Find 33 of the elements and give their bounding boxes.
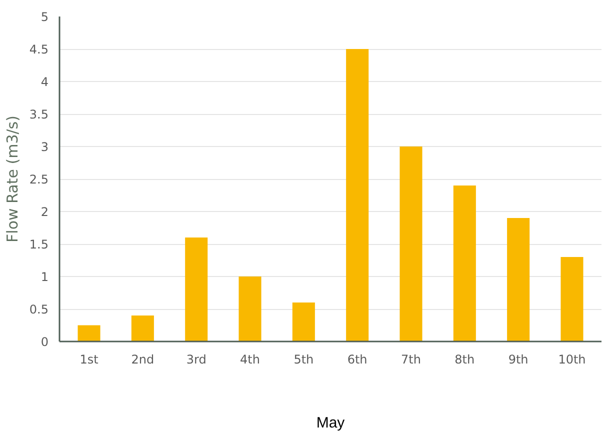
- bar: [453, 186, 476, 342]
- y-tick-label: 2.5: [29, 172, 49, 186]
- x-tick-label: 3rd: [186, 352, 206, 366]
- y-tick-label: 0: [40, 335, 49, 349]
- y-tick-label: 5: [40, 10, 49, 24]
- y-tick-label: 3.5: [29, 108, 49, 122]
- y-tick-label: 1: [40, 270, 49, 284]
- bar: [185, 238, 208, 342]
- y-tick-label: 3: [40, 140, 49, 154]
- x-tick-label: 5th: [294, 352, 314, 366]
- bar: [78, 325, 100, 342]
- y-tick-label: 0.5: [29, 302, 49, 316]
- y-tick-label: 1.5: [29, 238, 49, 252]
- bar: [292, 302, 315, 342]
- x-tick-label: 10th: [558, 352, 586, 366]
- x-tick-label: 8th: [454, 352, 475, 366]
- bar: [560, 257, 584, 342]
- x-tick-label: 6th: [347, 352, 368, 366]
- y-axis-title: Flow Rate (m3/s): [3, 116, 22, 242]
- x-tick-label: 2nd: [131, 352, 154, 366]
- y-tick-label: 2: [40, 205, 49, 219]
- x-tick-label: 1st: [80, 352, 99, 366]
- x-tick-label: 7th: [401, 352, 421, 366]
- x-tick-label: 9th: [508, 352, 528, 366]
- x-tick-label: 4th: [240, 352, 260, 366]
- bar: [507, 218, 530, 342]
- bar: [131, 316, 154, 342]
- bar: [400, 146, 422, 342]
- y-tick-label: 4: [40, 75, 49, 89]
- bar: [238, 276, 262, 342]
- x-axis-title: May: [316, 414, 346, 432]
- bar: [346, 49, 369, 342]
- y-tick-label: 4.5: [29, 42, 49, 56]
